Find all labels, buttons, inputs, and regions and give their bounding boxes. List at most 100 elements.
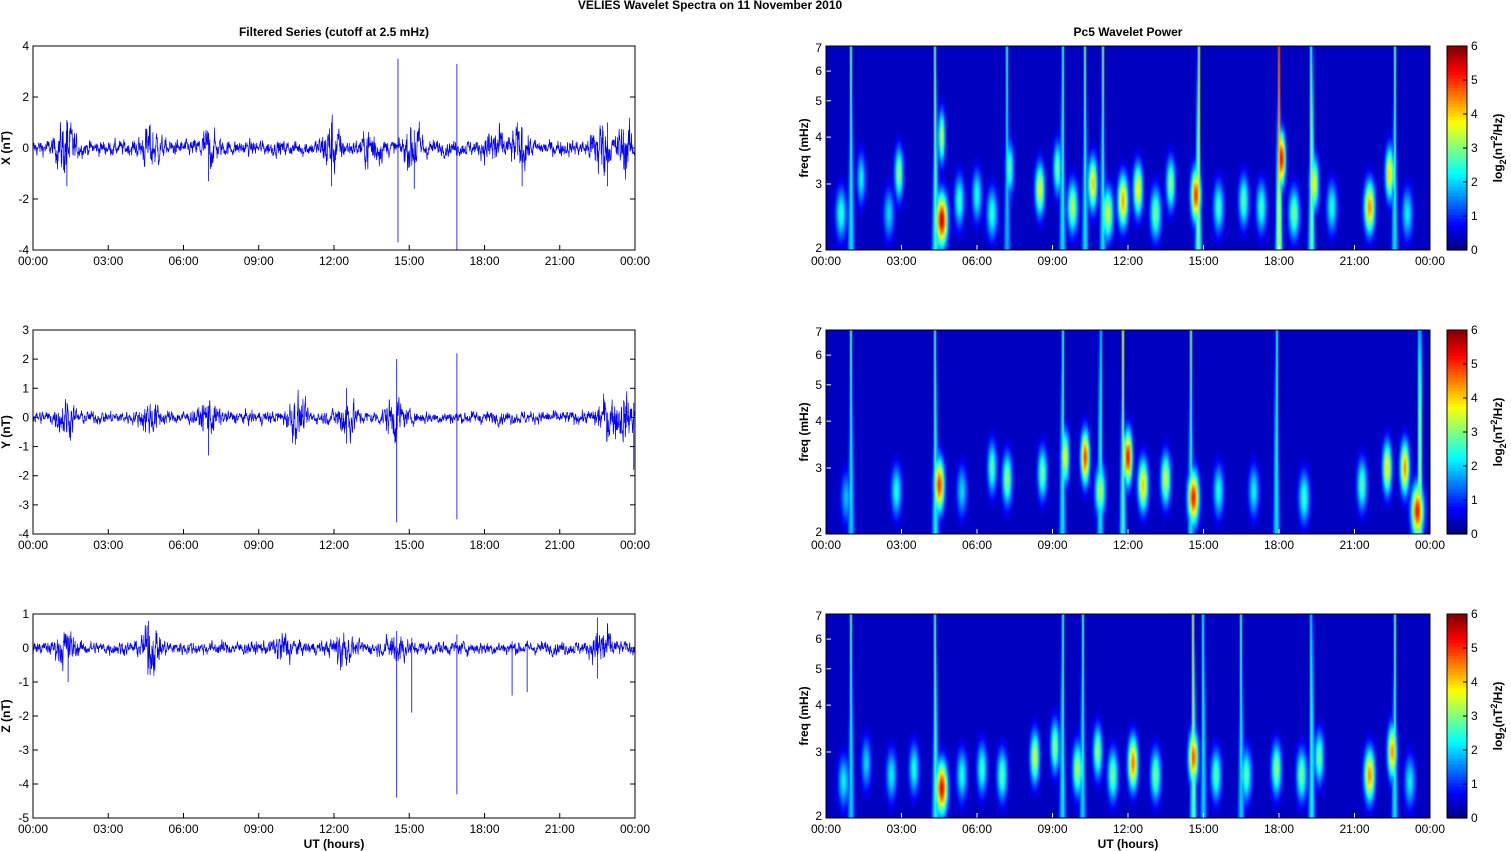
x-tick-label: 00:00 [620, 254, 650, 268]
colorbar-label: log2(nT2/Hz) [1489, 114, 1508, 183]
colorbar-swatch [1447, 396, 1467, 401]
x-tick-label: 21:00 [545, 254, 575, 268]
colorbar-swatch [1447, 377, 1467, 382]
colorbar-swatch [1447, 706, 1467, 711]
x-tick-label: 00:00 [620, 822, 650, 836]
x-tick-label: 06:00 [962, 254, 992, 268]
x-tick-label: 00:00 [18, 822, 48, 836]
y-tick-label: -4 [18, 243, 29, 257]
colorbar-swatch [1447, 55, 1467, 60]
colorbar-swatch [1447, 696, 1467, 701]
x-tick-label: 03:00 [93, 538, 123, 552]
colorbar-swatch [1447, 770, 1467, 774]
colorbar-swatch [1447, 626, 1467, 631]
plot-area [33, 330, 635, 534]
colorbar-swatch [1447, 652, 1467, 657]
colorbar-swatch [1447, 514, 1467, 519]
y-tick-label: -2 [18, 709, 29, 723]
colorbar-swatch [1447, 58, 1467, 63]
colorbar-tick-label: 6 [1471, 39, 1478, 53]
x-tick-label: 12:00 [1113, 254, 1143, 268]
colorbar-swatch [1447, 476, 1467, 481]
x-tick-label: 03:00 [93, 822, 123, 836]
colorbar-swatch [1447, 728, 1467, 733]
y-tick-label: -1 [18, 675, 29, 689]
x-tick-label: 15:00 [1188, 538, 1218, 552]
colorbar-swatch [1447, 112, 1467, 117]
colorbar-swatch [1447, 751, 1467, 755]
colorbar-swatch [1447, 371, 1467, 376]
colorbar-swatch [1447, 473, 1467, 478]
colorbar-swatch [1447, 135, 1467, 140]
colorbar-swatch [1447, 479, 1467, 484]
colorbar-swatch [1447, 451, 1467, 455]
colorbar-swatch [1447, 511, 1467, 516]
colorbar-swatch [1447, 176, 1467, 181]
panel-title: Pc5 Wavelet Power [1074, 25, 1183, 39]
colorbar-tick-label: 2 [1471, 459, 1478, 473]
colorbar-tick-label: 1 [1471, 777, 1478, 791]
x-tick-label: 00:00 [1415, 538, 1445, 552]
colorbar-swatch [1447, 77, 1467, 82]
colorbar-swatch [1447, 738, 1467, 743]
colorbar-swatch [1447, 438, 1467, 443]
colorbar-swatch [1447, 495, 1467, 500]
colorbar-swatch [1447, 623, 1467, 628]
colorbar-y-wavelet: 0 1 2 3 4 5 6 log2(nT2/Hz) [1446, 323, 1508, 541]
colorbar-tick-label: 5 [1471, 641, 1478, 655]
y-tick-label: 0 [22, 410, 29, 424]
colorbar-tick-label: 1 [1471, 209, 1478, 223]
axes-frame [825, 45, 1431, 251]
colorbar-swatch [1447, 470, 1467, 475]
y-tick-label: 2 [22, 352, 29, 366]
colorbar-swatch [1447, 645, 1467, 650]
colorbar-swatch [1447, 447, 1467, 452]
colorbar-swatch [1447, 432, 1467, 436]
colorbar-swatch [1447, 658, 1467, 663]
y-tick-label: 4 [815, 130, 822, 144]
colorbar-swatch [1447, 779, 1467, 784]
colorbar-tick-label: 3 [1471, 141, 1478, 155]
colorbar-label: log2(nT2/Hz) [1489, 682, 1508, 751]
colorbar-swatch [1447, 629, 1467, 634]
y-tick-label: 2 [815, 809, 822, 823]
y-tick-label: 5 [815, 94, 822, 108]
colorbar-swatch [1447, 642, 1467, 647]
colorbar-swatch [1447, 709, 1467, 714]
colorbar-swatch [1447, 665, 1467, 669]
colorbar-swatch [1447, 202, 1467, 206]
y-tick-label: -2 [18, 469, 29, 483]
x-tick-label: 09:00 [1037, 254, 1067, 268]
y-tick-label: 2 [22, 90, 29, 104]
colorbar-swatch [1447, 93, 1467, 98]
line-panel-y-series: 00:00 03:00 06:00 09:00 12:00 15:00 18:00 21:00… [0, 323, 650, 552]
axes-frame [32, 613, 636, 819]
colorbar-swatch [1447, 693, 1467, 698]
colorbar-swatch [1447, 170, 1467, 175]
x-tick-label: 00:00 [811, 538, 841, 552]
x-tick-label: 18:00 [469, 538, 499, 552]
x-tick-label: 00:00 [811, 822, 841, 836]
colorbar-swatch [1447, 441, 1467, 446]
colorbar-swatch [1447, 74, 1467, 79]
colorbar-swatch [1447, 639, 1467, 644]
y-tick-label: 6 [815, 632, 822, 646]
colorbar-swatch [1447, 633, 1467, 637]
colorbar-swatch [1447, 365, 1467, 369]
y-tick-label: 5 [815, 662, 822, 676]
y-tick-label: 4 [815, 414, 822, 428]
figure-title: VELIES Wavelet Spectra on 11 November 20… [578, 0, 843, 12]
x-tick-label: 21:00 [545, 822, 575, 836]
colorbar-tick-label: 4 [1471, 107, 1478, 121]
colorbar-swatch [1447, 792, 1467, 797]
y-tick-label: -4 [18, 527, 29, 541]
y-tick-label: -1 [18, 440, 29, 454]
x-tick-label: 15:00 [1188, 254, 1218, 268]
y-tick-label: 7 [815, 325, 822, 339]
colorbar-swatch [1447, 186, 1467, 191]
colorbar-swatch [1447, 90, 1467, 95]
y-tick-label: 6 [815, 348, 822, 362]
y-tick-label: 3 [22, 323, 29, 337]
x-tick-label: 21:00 [1339, 254, 1369, 268]
colorbar-swatch [1447, 617, 1467, 621]
